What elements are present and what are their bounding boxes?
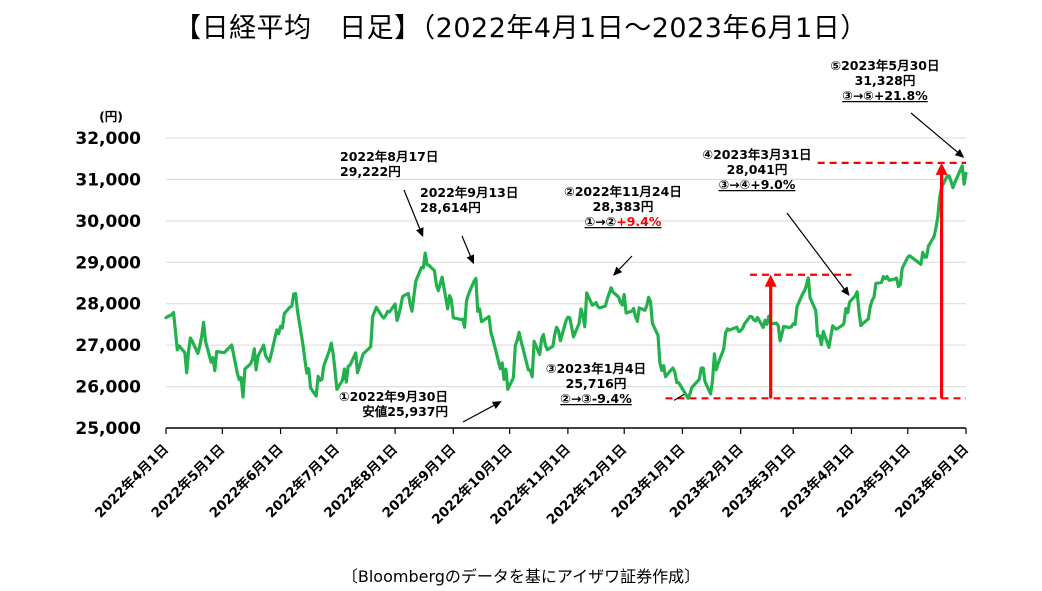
reference-lines [665, 161, 966, 400]
source-note: 〔Bloombergのデータを基にアイザワ証券作成〕 [341, 567, 701, 586]
annotation-change: ②→③-9.4% [560, 391, 632, 406]
y-axis: (円) 32,000 31,000 30,000 29,000 28,000 27,000… [75, 109, 141, 439]
annotation-pointer-head [840, 286, 850, 297]
annotation-pointer [462, 404, 495, 423]
y-tick-label: 28,000 [75, 295, 141, 315]
annotation-text: 28,041円 [727, 162, 788, 177]
annotation-pointer-head [954, 148, 965, 158]
annotation-pointer [786, 212, 845, 290]
annotation-text: 29,222円 [340, 164, 401, 179]
annotation-pointer [461, 235, 471, 257]
y-tick-label: 30,000 [75, 212, 141, 232]
series-layer [164, 164, 968, 400]
annotation-pointer-head [613, 266, 623, 276]
annotation-text: 28,383円 [593, 199, 654, 214]
y-unit-label: (円) [99, 109, 123, 124]
annotation-change-value: +21.8% [874, 88, 928, 103]
x-axis: 2022年4月1日2022年5月1日2022年6月1日2022年7月1日2022… [91, 427, 972, 528]
y-tick-label: 31,000 [75, 170, 141, 190]
annotation-pointer [910, 112, 958, 153]
annotation-text: 25,716円 [566, 376, 627, 391]
annotation-change-label: ③→④ [719, 177, 751, 192]
annotation-text: ⑤2023年5月30日 [831, 58, 940, 73]
y-tick-label: 25,000 [75, 419, 141, 439]
y-tick-label: 26,000 [75, 378, 141, 398]
annotation-change-label: ③→⑤ [842, 88, 874, 103]
annotation-text: ①2022年9月30日 [339, 389, 448, 404]
annotation-change-value: +9.0% [750, 177, 796, 192]
annotation-pointer-head [416, 227, 424, 238]
annotation-change-label: ②→③ [560, 391, 592, 406]
chart-title: 【日経平均 日足】（2022年4月1日～2023年6月1日） [174, 13, 868, 44]
annotation-text: ②2022年11月24日 [564, 184, 682, 199]
annotation-pointer [618, 255, 633, 270]
annotation-change: ③→⑤+21.8% [842, 88, 928, 103]
annotation-text: ③2023年1月4日 [546, 361, 646, 376]
annotation-text: 安値25,937円 [362, 404, 448, 419]
annotation-change: ③→④+9.0% [719, 177, 796, 192]
change-arrow-head [764, 274, 777, 287]
annotation-change-value: +9.4% [616, 214, 662, 229]
annotation-pointer [403, 189, 421, 229]
annotation-text: 31,328円 [855, 73, 916, 88]
annotation-text: ④2023年3月31日 [703, 147, 812, 162]
gridlines [166, 137, 966, 388]
annotation-change: ①→②+9.4% [585, 214, 662, 229]
annotation-change-value: -9.4% [592, 391, 632, 406]
change-arrow-head [935, 162, 948, 175]
annotations: 2022年8月17日29,222円2022年9月13日28,614円①2022年… [339, 58, 965, 423]
annotation-text: 28,614円 [420, 200, 481, 215]
annotation-pointer-head [466, 254, 475, 265]
y-tick-label: 27,000 [75, 336, 141, 356]
annotation-text: 2022年8月17日 [340, 149, 438, 164]
y-tick-label: 29,000 [75, 253, 141, 273]
annotation-text: 2022年9月13日 [420, 185, 518, 200]
annotation-pointer-head [491, 401, 502, 409]
y-tick-label: 32,000 [75, 129, 141, 149]
change-arrows [764, 162, 948, 399]
nikkei-close-line [164, 164, 968, 400]
annotation-change-label: ①→② [585, 214, 617, 229]
annotation-pointer [673, 393, 685, 401]
